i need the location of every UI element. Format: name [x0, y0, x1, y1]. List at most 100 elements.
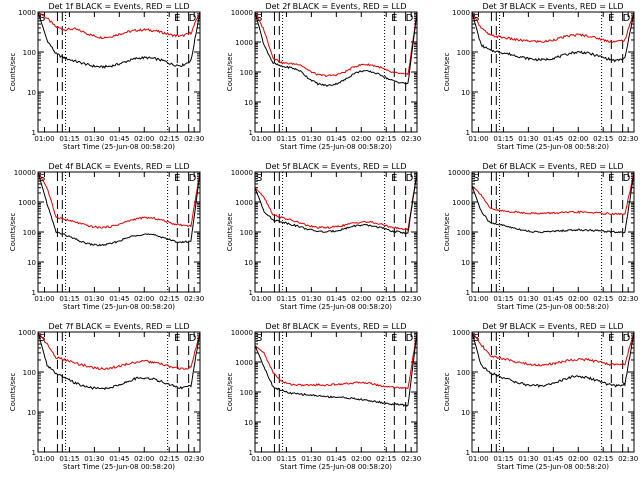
- x-axis-label: Start Time (25-Jun-08 00:58:20): [497, 143, 609, 151]
- x-tick-label: 01:45: [326, 135, 346, 143]
- lld-series-line: [471, 11, 635, 43]
- events-series-line: [254, 331, 418, 407]
- chart-panel: Det 4f BLACK = Events, RED = LLD 1 10 100 10…: [9, 162, 204, 311]
- x-tick-label: 02:00: [134, 455, 154, 463]
- end-marker: E: [391, 13, 397, 24]
- y-tick-label: 100: [457, 49, 470, 57]
- y-axis-label: Counts/sec: [443, 213, 451, 252]
- y-tick-label: 10: [27, 259, 36, 267]
- x-axis-label: Start Time (25-Jun-08 00:58:20): [280, 143, 392, 151]
- x-tick-label: 02:15: [376, 295, 396, 303]
- lld-series-line: [37, 11, 201, 40]
- end-marker: E: [608, 13, 614, 24]
- y-tick-label: 10: [244, 99, 253, 107]
- x-tick-label: 02:00: [351, 135, 371, 143]
- x-tick-label: 02:30: [401, 295, 421, 303]
- x-tick-label: 01:45: [109, 455, 129, 463]
- events-series-line: [37, 331, 201, 391]
- x-tick-label: 01:15: [493, 295, 513, 303]
- x-tick-label: 01:00: [34, 135, 54, 143]
- x-tick-label: 02:15: [159, 135, 179, 143]
- end-marker: E: [608, 333, 614, 344]
- d-marker: D: [623, 333, 631, 344]
- x-tick-label: 01:15: [59, 135, 79, 143]
- x-tick-label: 01:15: [276, 135, 296, 143]
- y-tick-label: 1: [32, 449, 36, 457]
- lld-series-line: [37, 331, 201, 371]
- x-tick-label: 02:30: [184, 135, 204, 143]
- x-tick-label: 02:30: [618, 295, 638, 303]
- y-axis-label: Counts/sec: [226, 53, 234, 92]
- x-tick-label: 01:30: [84, 295, 104, 303]
- x-tick-label: 02:00: [568, 135, 588, 143]
- x-tick-label: 01:30: [518, 135, 538, 143]
- x-axis-label: Start Time (25-Jun-08 00:58:20): [280, 463, 392, 471]
- y-tick-label: 1: [32, 289, 36, 297]
- end-marker: E: [174, 333, 180, 344]
- x-tick-label: 01:45: [543, 455, 563, 463]
- start-marker: S: [473, 173, 479, 184]
- x-axis-label: Start Time (25-Jun-08 00:58:20): [497, 303, 609, 311]
- x-tick-label: 02:15: [376, 455, 396, 463]
- y-tick-label: 10: [461, 89, 470, 97]
- x-tick-label: 01:45: [326, 455, 346, 463]
- y-axis-label: Counts/sec: [9, 373, 17, 412]
- y-axis-label: Counts/sec: [226, 213, 234, 252]
- events-series-line: [471, 331, 635, 388]
- y-tick-label: 10000: [14, 169, 36, 177]
- y-tick-label: 10: [27, 409, 36, 417]
- y-tick-label: 1000: [452, 9, 470, 17]
- events-series-line: [37, 11, 201, 69]
- y-tick-label: 1000: [235, 39, 253, 47]
- x-tick-label: 01:45: [326, 295, 346, 303]
- x-tick-label: 02:15: [593, 455, 613, 463]
- x-tick-label: 02:15: [159, 295, 179, 303]
- y-tick-label: 1: [32, 129, 36, 137]
- y-tick-label: 1: [466, 129, 470, 137]
- y-tick-label: 10000: [231, 9, 253, 17]
- d-marker: D: [623, 173, 631, 184]
- y-tick-label: 1000: [235, 199, 253, 207]
- x-axis-label: Start Time (25-Jun-08 00:58:20): [63, 463, 175, 471]
- x-tick-label: 02:30: [618, 135, 638, 143]
- y-tick-label: 10000: [448, 169, 470, 177]
- y-tick-label: 10: [27, 89, 36, 97]
- y-tick-label: 10: [461, 409, 470, 417]
- x-tick-label: 01:00: [251, 295, 271, 303]
- y-tick-label: 100: [23, 49, 36, 57]
- x-tick-label: 02:00: [351, 455, 371, 463]
- chart-title: Det 6f BLACK = Events, RED = LLD: [482, 162, 623, 171]
- d-marker: D: [189, 173, 197, 184]
- start-marker: S: [39, 333, 45, 344]
- y-tick-label: 10: [461, 259, 470, 267]
- x-tick-label: 01:15: [493, 455, 513, 463]
- chart-panel: Det 1f BLACK = Events, RED = LLD 1 10 100 10…: [9, 2, 204, 151]
- d-marker: D: [623, 13, 631, 24]
- d-marker: D: [406, 333, 414, 344]
- y-tick-label: 10: [244, 259, 253, 267]
- x-tick-label: 02:00: [568, 455, 588, 463]
- x-axis-label: Start Time (25-Jun-08 00:58:20): [280, 303, 392, 311]
- lld-series-line: [254, 331, 418, 390]
- x-tick-label: 01:30: [301, 455, 321, 463]
- chart-title: Det 3f BLACK = Events, RED = LLD: [482, 2, 623, 11]
- y-tick-label: 100: [240, 69, 253, 77]
- chart-panel: Det 3f BLACK = Events, RED = LLD 1 10 100 10…: [443, 2, 638, 151]
- x-axis-label: Start Time (25-Jun-08 00:58:20): [497, 463, 609, 471]
- x-tick-label: 01:45: [543, 295, 563, 303]
- x-tick-label: 02:15: [593, 135, 613, 143]
- x-tick-label: 01:00: [468, 455, 488, 463]
- y-axis-label: Counts/sec: [443, 373, 451, 412]
- y-tick-label: 10000: [231, 329, 253, 337]
- chart-panel: Det 5f BLACK = Events, RED = LLD 1 10 100 10…: [226, 162, 421, 311]
- x-axis-label: Start Time (25-Jun-08 00:58:20): [63, 143, 175, 151]
- y-tick-label: 1000: [452, 329, 470, 337]
- x-tick-label: 01:30: [518, 295, 538, 303]
- x-tick-label: 01:30: [301, 295, 321, 303]
- start-marker: S: [39, 13, 45, 24]
- chart-title: Det 9f BLACK = Events, RED = LLD: [482, 322, 623, 331]
- end-marker: E: [174, 13, 180, 24]
- y-tick-label: 1: [466, 449, 470, 457]
- y-tick-label: 1000: [18, 199, 36, 207]
- lld-series-line: [254, 11, 418, 78]
